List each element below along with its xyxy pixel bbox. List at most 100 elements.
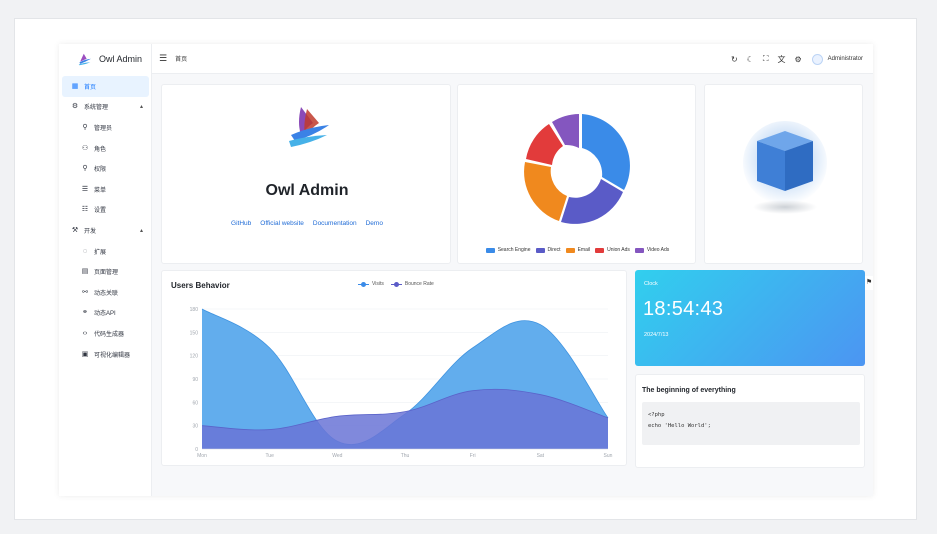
legend-swatch (485, 247, 495, 253)
sidebar-item-label: 系统管理 (84, 105, 109, 112)
sidebar-menu: ▦ 首页 ⚙ 系统管理 ▴ ⚲ 管理员 ⚇ 角色 ⚲ 权限 ☰ 菜单 ☷ 设置 ⚒ 开发 ▴ ◌ 扩展 ▤ 页面管理 ⚯ 动态… (59, 76, 152, 364)
clock-date: 2024/7/13 (644, 332, 669, 338)
x-tick-label: Wed (332, 453, 342, 459)
settings-icon[interactable]: ⚙ (794, 54, 802, 64)
app-window: Owl Admin ▦ 首页 ⚙ 系统管理 ▴ ⚲ 管理员 ⚇ 角色 ⚲ 权限 ☰ 菜单 ☷ 设置 ⚒ 开发 ▴ ◌… (59, 44, 873, 496)
donut-slice-email (524, 162, 567, 221)
sidebar-item-label: 代码生成器 (94, 331, 125, 338)
legend-item[interactable]: Email (565, 247, 590, 253)
demo-link[interactable]: Demo (365, 220, 383, 227)
sidebar-item-label: 权限 (94, 167, 107, 174)
pin-icon[interactable]: ⚑ (865, 276, 873, 290)
y-tick-label: 180 (190, 307, 199, 313)
sidebar-item-label: 开发 (84, 228, 97, 235)
sidebar-item-label: 管理员 (94, 125, 113, 132)
brand-name: Owl Admin (99, 54, 143, 64)
y-tick-label: 30 (192, 424, 198, 430)
header-actions: ↻ ☾ ⛶ 文 ⚙ Administrator (722, 44, 863, 74)
documentation-link[interactable]: Documentation (312, 220, 357, 227)
extension-icon: ◌ (82, 247, 88, 255)
sidebar-item-label: 动态API (94, 311, 116, 318)
legend-swatch (565, 247, 575, 253)
sidebar-item[interactable]: ◌ 扩展 (59, 241, 152, 262)
legend-item-bounce-rate[interactable]: Bounce Rate (390, 281, 434, 287)
legend-swatch (595, 247, 605, 253)
code-icon: ⚒ (71, 226, 79, 234)
chart-title: Users Behavior (171, 281, 230, 290)
legend-item[interactable]: Direct (535, 247, 561, 253)
menu-toggle-icon[interactable]: ☰ (159, 53, 168, 63)
x-tick-label: Mon (197, 453, 207, 459)
sidebar-item[interactable]: ▦ 首页 (62, 76, 149, 97)
y-tick-label: 60 (192, 400, 198, 406)
github-link[interactable]: GitHub (231, 220, 252, 227)
sidebar-item[interactable]: ⚲ 管理员 (59, 117, 152, 138)
legend-swatch (535, 247, 545, 253)
legend-swatch (634, 247, 644, 253)
sidebar-item[interactable]: ⚲ 权限 (59, 158, 152, 179)
users-behavior-chart: 0 30 60 90 120 150 180 Mon Tue Wed Thu Fri Sat Sun (190, 307, 613, 459)
code-line: echo 'Hello World'; (648, 423, 711, 429)
list-icon: ☰ (81, 185, 89, 193)
chart-legend: Visits Bounce Rate (358, 281, 434, 287)
editor-icon: ▣ (81, 350, 89, 358)
clock-card: Clock 18:54:43 2024/7/13 (635, 270, 865, 366)
dashboard-icon: ▦ (71, 82, 79, 90)
official-website-link[interactable]: Official website (260, 220, 304, 227)
owl-logo-icon (78, 53, 91, 65)
sliders-icon: ☷ (81, 206, 89, 214)
app-title: Owl Admin (265, 182, 349, 199)
chevron-up-icon[interactable]: ▴ (139, 104, 143, 111)
clock-time: 18:54:43 (643, 298, 724, 320)
sidebar-item[interactable]: ⚙ 系统管理 ▴ (59, 97, 152, 118)
y-tick-label: 90 (192, 377, 198, 383)
dark-mode-icon[interactable]: ☾ (746, 54, 754, 64)
sidebar-item[interactable]: ⚒ 开发 ▴ (59, 220, 152, 241)
cube-icon (743, 121, 827, 214)
y-tick-label: 150 (190, 330, 199, 336)
sidebar-item[interactable]: ⚇ 角色 (59, 138, 152, 159)
brand[interactable]: Owl Admin (59, 44, 152, 74)
sidebar-item[interactable]: ☰ 菜单 (59, 179, 152, 200)
y-tick-label: 0 (195, 447, 198, 453)
cube-card (704, 84, 863, 264)
sidebar-item[interactable]: ▤ 页面管理 (59, 261, 152, 282)
legend-item[interactable]: Search Engine (485, 247, 531, 253)
sidebar: Owl Admin ▦ 首页 ⚙ 系统管理 ▴ ⚲ 管理员 ⚇ 角色 ⚲ 权限 ☰ 菜单 ☷ 设置 ⚒ 开发 ▴ ◌… (59, 44, 152, 496)
welcome-card: Owl Admin GitHub Official website Docume… (161, 84, 451, 264)
sidebar-item[interactable]: ▣ 可视化编辑器 (59, 344, 152, 365)
sidebar-item-label: 设置 (94, 208, 107, 215)
legend-item-visits[interactable]: Visits (358, 281, 384, 287)
users-behavior-card: 0 30 60 90 120 150 180 Mon Tue Wed Thu Fri Sat Sun Us… (161, 270, 627, 466)
sidebar-item[interactable]: ‹› 代码生成器 (59, 323, 152, 344)
clock-label: Clock (644, 281, 658, 287)
donut-slice-union-ads (526, 124, 563, 165)
sidebar-item-label: 扩展 (94, 249, 107, 256)
sidebar-item[interactable]: ☷ 设置 (59, 200, 152, 221)
translate-icon[interactable]: 文 (777, 54, 786, 64)
series-area-bounce-rate (202, 389, 608, 449)
avatar[interactable] (811, 53, 823, 65)
chevron-up-icon[interactable]: ▴ (139, 227, 143, 234)
x-tick-label: Sun (604, 453, 613, 459)
code-block: <?php echo 'Hello World'; (642, 402, 860, 445)
code-line: <?php (648, 412, 665, 418)
sidebar-item-label: 页面管理 (94, 270, 119, 277)
api-icon: ⚭ (82, 309, 88, 317)
x-tick-label: Fri (470, 453, 476, 459)
legend-item[interactable]: Video Ads (634, 247, 669, 253)
username[interactable]: Administrator (827, 56, 863, 62)
donut-slice-search-engine (582, 114, 630, 190)
top-header: ☰ 首页 ↻ ☾ ⛶ 文 ⚙ Administrator (152, 44, 873, 74)
sidebar-item[interactable]: ⚯ 动态关联 (59, 282, 152, 303)
traffic-source-card: Search Engine Direct Email Union Ads Vid… (457, 84, 696, 264)
fullscreen-icon[interactable]: ⛶ (762, 54, 769, 63)
legend-item[interactable]: Union Ads (595, 247, 630, 253)
x-tick-label: Sat (537, 453, 545, 459)
refresh-icon[interactable]: ↻ (731, 54, 738, 64)
page-icon: ▤ (81, 268, 89, 276)
search-icon: ⚲ (82, 165, 88, 173)
sidebar-item-label: 可视化编辑器 (94, 352, 131, 359)
sidebar-item[interactable]: ⚭ 动态API (59, 303, 152, 324)
donut-slice-video-ads (552, 114, 579, 148)
